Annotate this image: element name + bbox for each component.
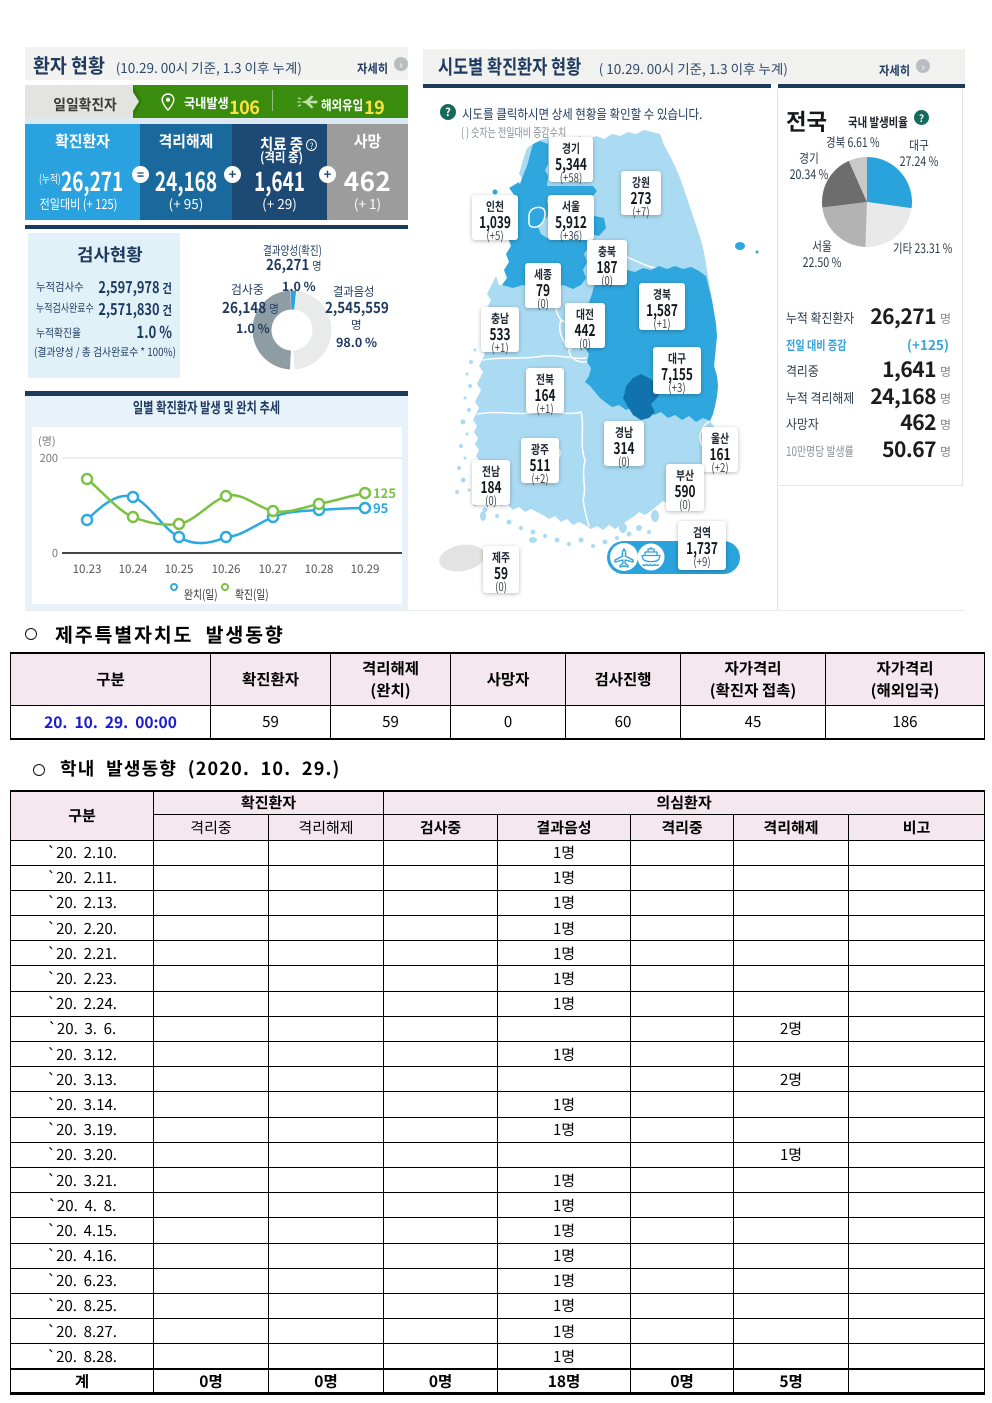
svg-text:200: 200 (40, 450, 58, 466)
svg-text:10.26: 10.26 (212, 561, 241, 577)
svg-text:0: 0 (52, 545, 58, 561)
svg-text:10.23: 10.23 (73, 561, 102, 577)
svg-text:125: 125 (373, 483, 396, 502)
svg-text:10.27: 10.27 (259, 561, 288, 577)
svg-text:10.24: 10.24 (119, 561, 148, 577)
svg-text:10.29: 10.29 (351, 561, 380, 577)
svg-text:10.28: 10.28 (305, 561, 334, 577)
svg-text:95: 95 (373, 498, 388, 517)
svg-text:(명): (명) (38, 433, 56, 449)
svg-text:10.25: 10.25 (165, 561, 194, 577)
